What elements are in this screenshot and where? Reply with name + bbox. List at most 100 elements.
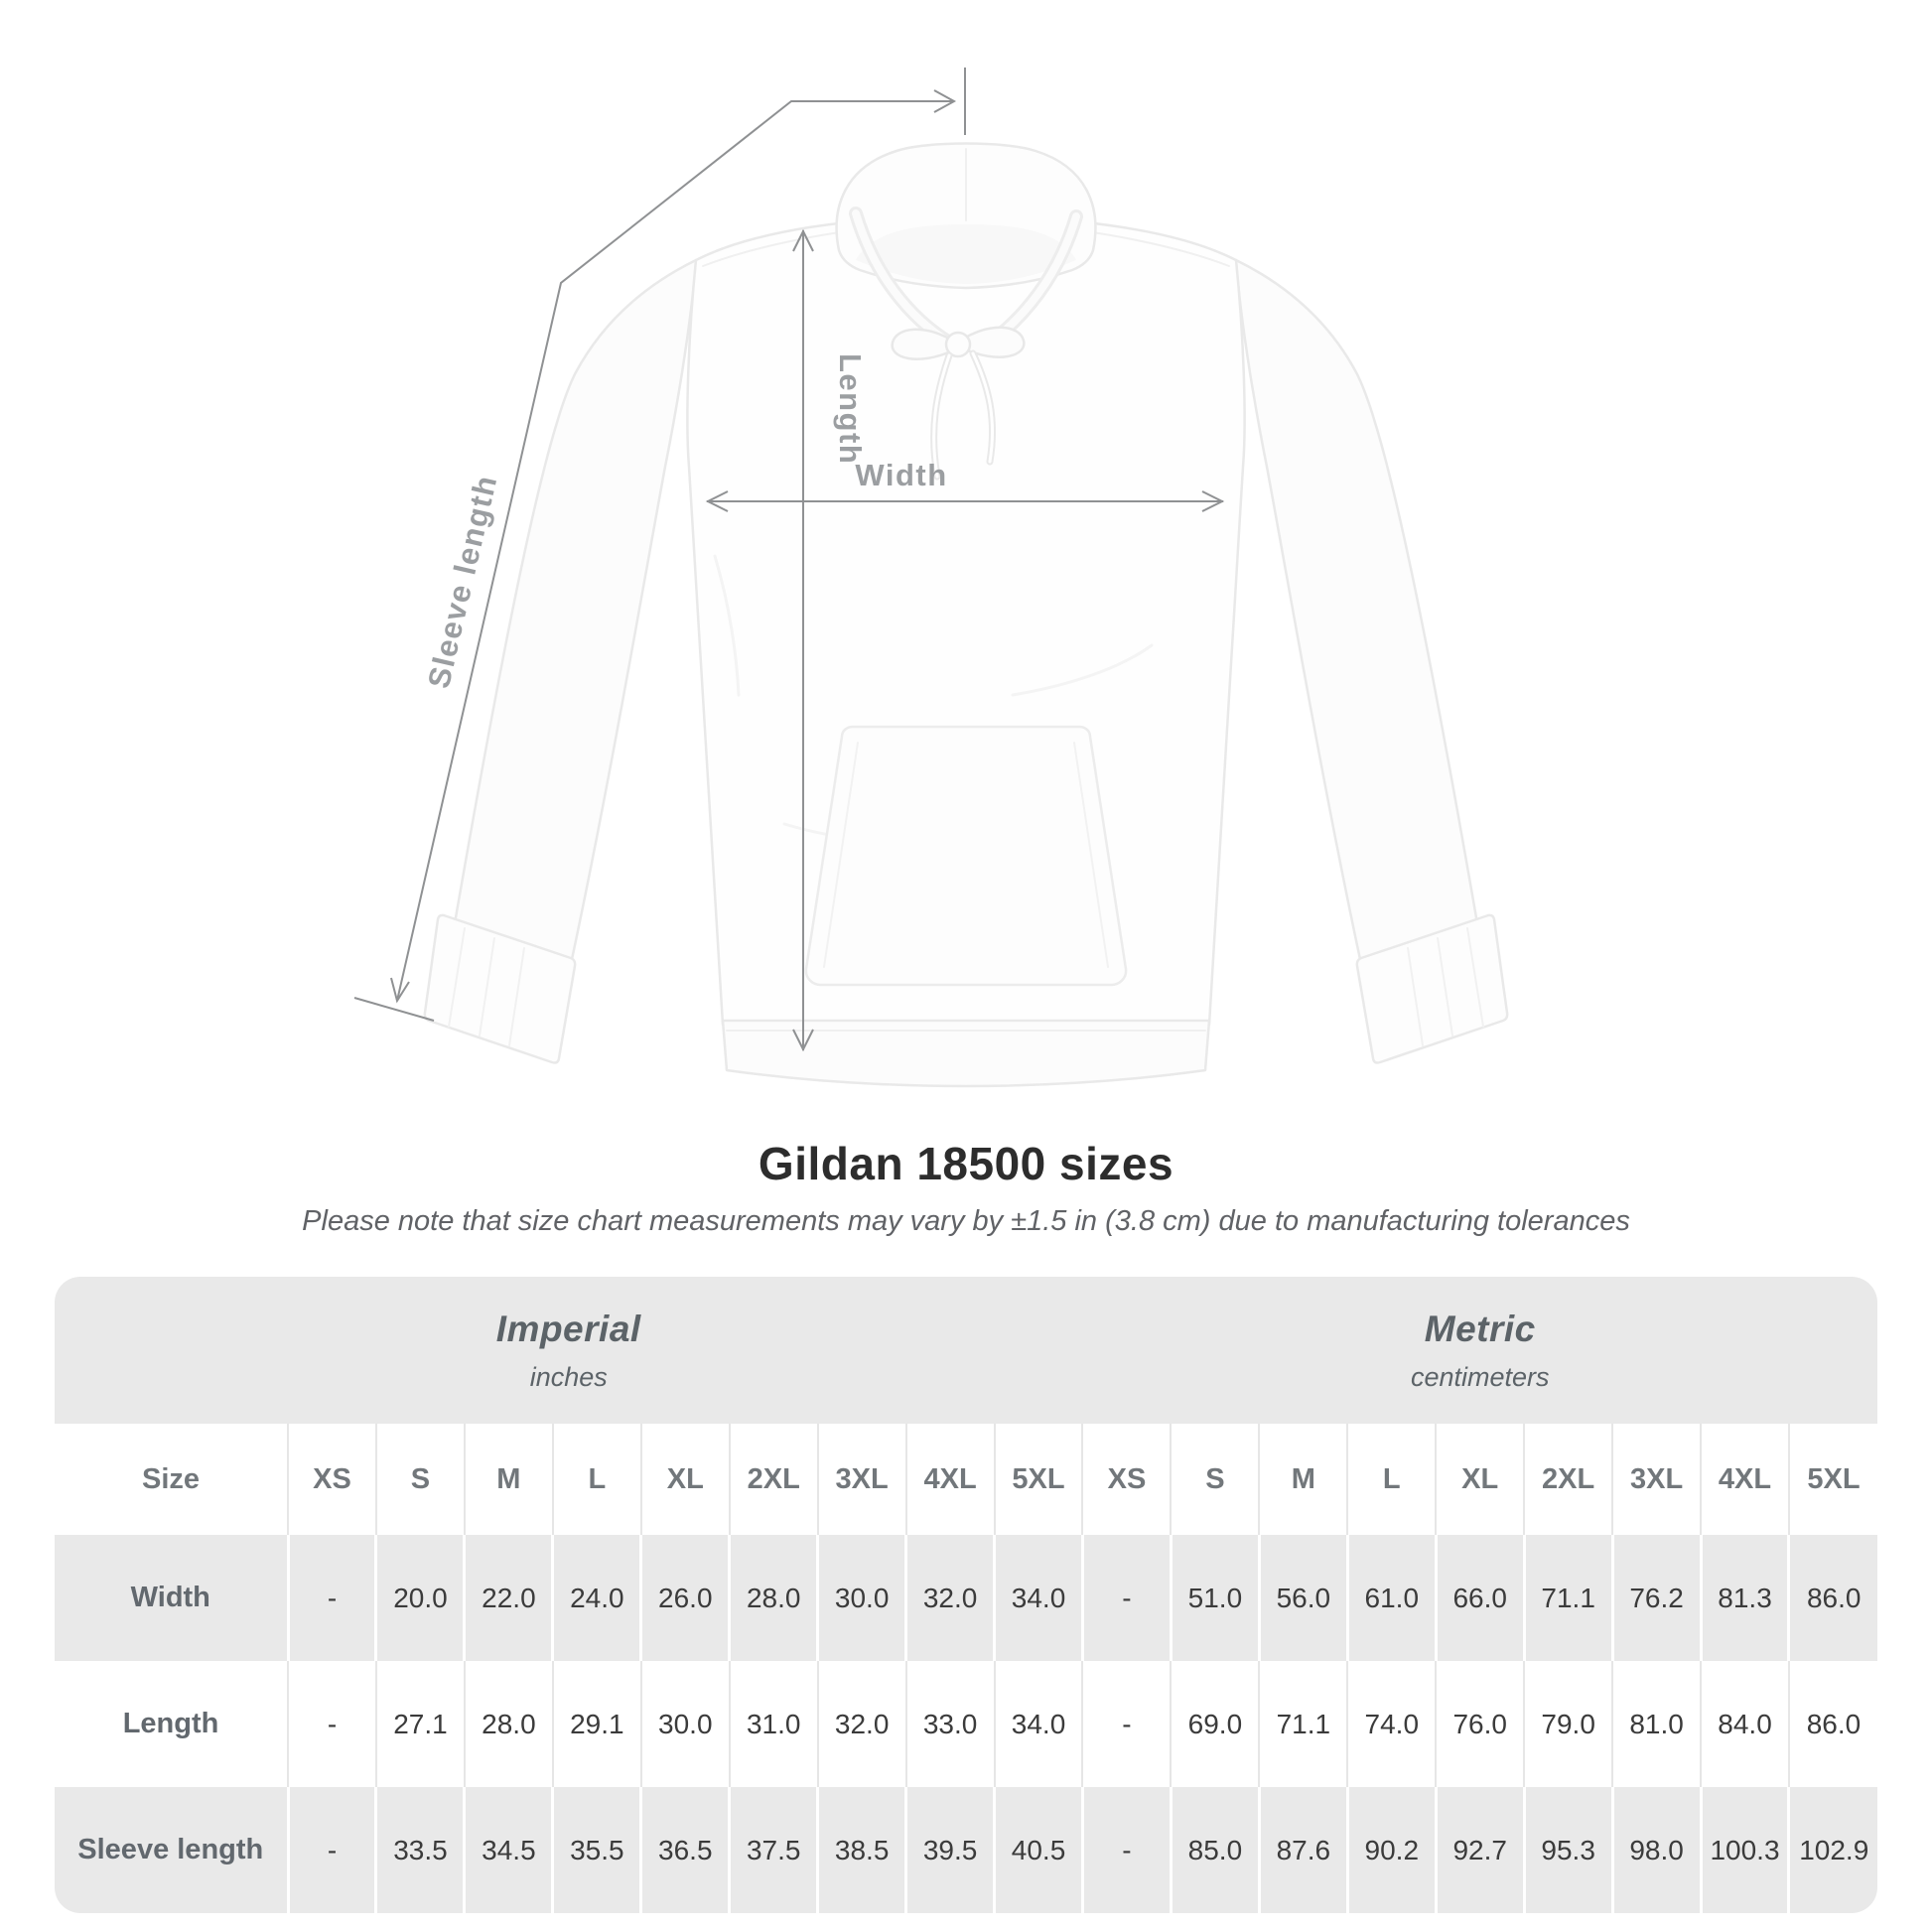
sleeve-length-row-label: Sleeve length bbox=[55, 1787, 289, 1913]
length-row: Length - 27.1 28.0 29.1 30.0 31.0 32.0 3… bbox=[55, 1661, 1877, 1787]
width-metric-xs: - bbox=[1080, 1535, 1172, 1661]
sleeve-length-line bbox=[396, 100, 953, 1002]
drawstring-left-highlight bbox=[932, 353, 951, 479]
hoodie-measurement-figure: Length Width Sleeve length bbox=[353, 68, 1509, 1088]
size-table-grid: Imperial inches Metric centimeters Size … bbox=[55, 1277, 1877, 1913]
sleeve-metric-xl: 92.7 bbox=[1434, 1787, 1525, 1913]
width-metric-2xl: 71.1 bbox=[1522, 1535, 1613, 1661]
length-arrow-up bbox=[792, 228, 814, 252]
sleeve-metric-m: 87.6 bbox=[1257, 1787, 1348, 1913]
sleeve-imperial-xl: 36.5 bbox=[639, 1787, 730, 1913]
sleeve-length-cuff-tick bbox=[353, 997, 435, 1022]
length-arrow-down bbox=[792, 1029, 814, 1052]
sleeve-metric-3xl: 98.0 bbox=[1610, 1787, 1702, 1913]
imperial-group-unit: inches bbox=[529, 1361, 608, 1392]
sleeve-imperial-2xl: 37.5 bbox=[728, 1787, 818, 1913]
metric-group-unit: centimeters bbox=[1410, 1361, 1550, 1392]
metric-size-l: L bbox=[1346, 1424, 1437, 1535]
right-cuff-ribs bbox=[1407, 927, 1484, 1046]
metric-size-3xl: 3XL bbox=[1611, 1424, 1702, 1535]
hoodie-left-cuff bbox=[423, 913, 577, 1064]
imperial-size-xs: XS bbox=[287, 1424, 376, 1535]
width-metric-4xl: 81.3 bbox=[1699, 1535, 1789, 1661]
sleeve-metric-5xl: 102.9 bbox=[1787, 1787, 1877, 1913]
unit-group-row: Imperial inches Metric centimeters bbox=[55, 1277, 1877, 1424]
imperial-group-header: Imperial inches bbox=[55, 1277, 1083, 1424]
width-imperial-xs: - bbox=[286, 1535, 376, 1661]
length-imperial-3xl: 32.0 bbox=[816, 1661, 906, 1787]
left-cuff-ribs bbox=[448, 927, 525, 1046]
sleeve-metric-l: 90.2 bbox=[1345, 1787, 1437, 1913]
metric-size-xl: XL bbox=[1435, 1424, 1525, 1535]
imperial-size-3xl: 3XL bbox=[816, 1424, 906, 1535]
tolerance-note: Please note that size chart measurements… bbox=[302, 1205, 1630, 1237]
sleeve-metric-xs: - bbox=[1080, 1787, 1172, 1913]
metric-size-xs: XS bbox=[1081, 1424, 1172, 1535]
sleeve-imperial-5xl: 40.5 bbox=[993, 1787, 1083, 1913]
drawstring-right-highlight bbox=[971, 351, 995, 464]
sleeve-imperial-xs: - bbox=[286, 1787, 376, 1913]
drawstring-bow-right-loop bbox=[958, 326, 1026, 358]
size-header-row: Size XS S M L XL 2XL 3XL 4XL 5XL XS S M … bbox=[55, 1424, 1877, 1535]
sleeve-metric-2xl: 95.3 bbox=[1522, 1787, 1613, 1913]
width-imperial-2xl: 28.0 bbox=[728, 1535, 818, 1661]
width-row-label: Width bbox=[55, 1535, 289, 1661]
width-metric-xl: 66.0 bbox=[1434, 1535, 1525, 1661]
imperial-size-2xl: 2XL bbox=[728, 1424, 818, 1535]
hoodie-right-sleeve bbox=[1234, 258, 1479, 980]
sleeve-length-row: Sleeve length - 33.5 34.5 35.5 36.5 37.5… bbox=[55, 1787, 1877, 1913]
sleeve-imperial-4xl: 39.5 bbox=[904, 1787, 995, 1913]
sleeve-imperial-3xl: 38.5 bbox=[816, 1787, 906, 1913]
length-metric-l: 74.0 bbox=[1346, 1661, 1437, 1787]
sleeve-imperial-s: 33.5 bbox=[374, 1787, 465, 1913]
hood-interior-shadow bbox=[856, 224, 1076, 284]
metric-size-m: M bbox=[1258, 1424, 1348, 1535]
width-metric-5xl: 86.0 bbox=[1787, 1535, 1877, 1661]
page-title: Gildan 18500 sizes bbox=[758, 1138, 1174, 1189]
length-metric-5xl: 86.0 bbox=[1787, 1661, 1877, 1787]
width-metric-s: 51.0 bbox=[1169, 1535, 1260, 1661]
sleeve-imperial-l: 35.5 bbox=[551, 1787, 641, 1913]
length-imperial-2xl: 31.0 bbox=[728, 1661, 818, 1787]
length-metric-xl: 76.0 bbox=[1435, 1661, 1525, 1787]
size-column-header: Size bbox=[55, 1424, 289, 1535]
hoodie-measurement-diagram: Length Width Sleeve length bbox=[353, 68, 1509, 1088]
imperial-size-4xl: 4XL bbox=[904, 1424, 995, 1535]
metric-group-header: Metric centimeters bbox=[1082, 1277, 1877, 1424]
hoodie-illustration bbox=[423, 142, 1509, 1088]
width-arrow-right bbox=[1201, 490, 1225, 512]
metric-size-2xl: 2XL bbox=[1523, 1424, 1613, 1535]
width-metric-3xl: 76.2 bbox=[1610, 1535, 1702, 1661]
length-imperial-5xl: 34.0 bbox=[993, 1661, 1083, 1787]
size-table: Imperial inches Metric centimeters Size … bbox=[55, 1277, 1877, 1913]
hoodie-hem-band bbox=[721, 1019, 1211, 1088]
width-imperial-m: 22.0 bbox=[463, 1535, 553, 1661]
pocket-stitching bbox=[823, 742, 1109, 968]
length-imperial-s: 27.1 bbox=[374, 1661, 465, 1787]
metric-group-title: Metric bbox=[1424, 1308, 1536, 1349]
length-imperial-4xl: 33.0 bbox=[904, 1661, 995, 1787]
width-label: Width bbox=[855, 458, 947, 492]
sleeve-length-arrow-right bbox=[933, 89, 957, 113]
width-row: Width - 20.0 22.0 24.0 26.0 28.0 30.0 32… bbox=[55, 1535, 1877, 1661]
width-imperial-xl: 26.0 bbox=[639, 1535, 730, 1661]
imperial-group-title: Imperial bbox=[495, 1308, 641, 1349]
length-metric-4xl: 84.0 bbox=[1700, 1661, 1789, 1787]
sleeve-length-label: Sleeve length bbox=[421, 472, 503, 692]
length-imperial-xl: 30.0 bbox=[639, 1661, 730, 1787]
imperial-size-m: M bbox=[463, 1424, 553, 1535]
sleeve-imperial-m: 34.5 bbox=[463, 1787, 553, 1913]
metric-size-4xl: 4XL bbox=[1700, 1424, 1789, 1535]
width-imperial-l: 24.0 bbox=[551, 1535, 641, 1661]
length-metric-m: 71.1 bbox=[1258, 1661, 1348, 1787]
width-imperial-3xl: 30.0 bbox=[816, 1535, 906, 1661]
imperial-size-5xl: 5XL bbox=[993, 1424, 1083, 1535]
drawstring-bow-left-loop bbox=[891, 328, 958, 360]
imperial-size-xl: XL bbox=[639, 1424, 730, 1535]
length-metric-2xl: 79.0 bbox=[1523, 1661, 1613, 1787]
hoodie-right-cuff bbox=[1355, 913, 1509, 1064]
length-imperial-l: 29.1 bbox=[551, 1661, 641, 1787]
sleeve-metric-s: 85.0 bbox=[1169, 1787, 1260, 1913]
hoodie-pocket bbox=[804, 725, 1128, 987]
